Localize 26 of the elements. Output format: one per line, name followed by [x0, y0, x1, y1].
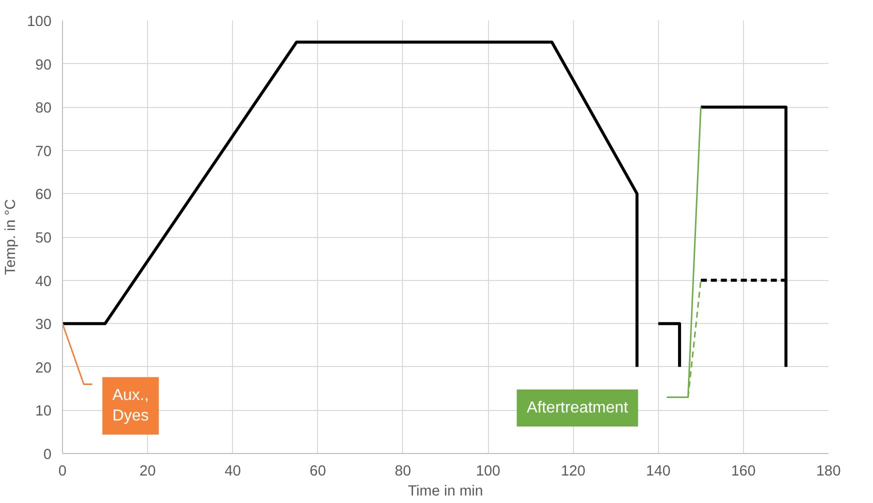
annotation: Aftertreatment — [526, 400, 629, 417]
y-tick-label: 50 — [35, 230, 52, 246]
x-tick-label: 120 — [560, 464, 586, 480]
x-tick-label: 180 — [816, 464, 841, 480]
y-tick-label: 10 — [35, 404, 52, 420]
line-series — [62, 40, 638, 368]
y-tick-label: 60 — [35, 187, 52, 204]
x-tick-label: 40 — [224, 464, 241, 480]
x-tick-label: 0 — [58, 464, 67, 480]
x-tick-label: 60 — [310, 464, 326, 480]
y-tick-label: 90 — [35, 57, 52, 74]
y-tick-label: 100 — [27, 14, 52, 30]
y-tick-label: 20 — [35, 360, 52, 376]
x-axis-title: Time in min — [408, 484, 484, 500]
x-tick-label: 100 — [476, 464, 500, 480]
y-tick-label: 80 — [35, 100, 52, 117]
x-tick-label: 140 — [646, 464, 671, 480]
y-axis-title: Temp. in °C — [3, 198, 20, 275]
y-tick-label: 70 — [35, 144, 52, 160]
x-tick-label: 80 — [394, 464, 412, 480]
y-tick-label: 40 — [35, 274, 52, 290]
annotation: Aux., Dyes — [112, 387, 149, 425]
y-tick-label: 30 — [35, 317, 52, 334]
x-tick-label: 20 — [139, 464, 156, 480]
x-tick-label: 160 — [731, 464, 756, 480]
y-tick-label: 0 — [43, 447, 52, 463]
